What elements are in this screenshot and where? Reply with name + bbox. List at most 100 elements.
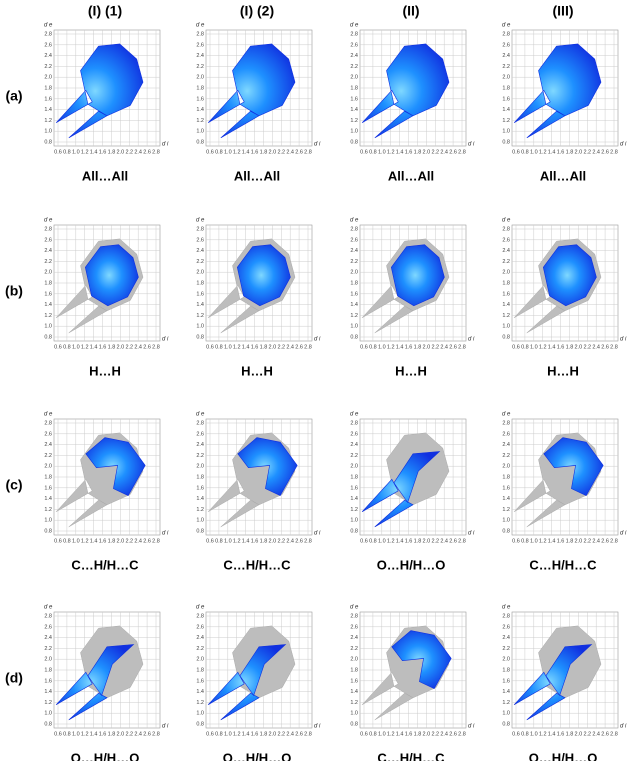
x-tick-label: 1.4 bbox=[396, 344, 404, 350]
x-tick-label: 0.6 bbox=[206, 538, 214, 544]
x-tick-label: 2.6 bbox=[295, 344, 303, 350]
y-tick-label: 1.2 bbox=[350, 313, 358, 319]
y-tick-label: 2.6 bbox=[350, 237, 358, 243]
x-tick-label: 2.8 bbox=[458, 149, 466, 155]
y-tick-label: 2.2 bbox=[196, 64, 204, 70]
x-tick-label: 1.2 bbox=[539, 149, 547, 155]
x-tick-label: 1.4 bbox=[242, 344, 250, 350]
x-tick-label: 1.0 bbox=[72, 538, 80, 544]
y-tick-label: 1.8 bbox=[196, 474, 204, 480]
x-tick-label: 0.6 bbox=[54, 731, 62, 737]
y-tick-label: 1.8 bbox=[44, 280, 52, 286]
y-tick-label: 2.0 bbox=[44, 464, 52, 470]
x-tick-label: 2.2 bbox=[583, 149, 591, 155]
x-tick-label: 1.8 bbox=[566, 538, 574, 544]
y-tick-label: 1.0 bbox=[502, 129, 510, 135]
x-tick-label: 2.4 bbox=[440, 538, 448, 544]
y-tick-label: 2.0 bbox=[44, 657, 52, 663]
x-tick-label: 0.8 bbox=[521, 149, 529, 155]
x-tick-label: 1.0 bbox=[378, 731, 386, 737]
y-tick-label: 2.8 bbox=[350, 613, 358, 619]
x-tick-label: 2.8 bbox=[458, 344, 466, 350]
fingerprint-contact bbox=[237, 437, 298, 496]
y-tick-label: 1.4 bbox=[196, 689, 204, 695]
y-tick-label: 2.0 bbox=[196, 657, 204, 663]
axis-label: d i bbox=[468, 337, 475, 343]
y-tick-label: 0.8 bbox=[196, 721, 204, 727]
y-tick-label: 2.6 bbox=[350, 624, 358, 630]
x-tick-label: 2.4 bbox=[286, 344, 294, 350]
x-tick-label: 1.2 bbox=[233, 538, 241, 544]
x-tick-label: 2.2 bbox=[125, 344, 133, 350]
x-tick-label: 2.6 bbox=[295, 149, 303, 155]
y-tick-label: 1.6 bbox=[502, 291, 510, 297]
y-tick-label: 1.6 bbox=[502, 485, 510, 491]
y-tick-label: 2.4 bbox=[350, 53, 358, 59]
x-tick-label: 0.8 bbox=[369, 344, 377, 350]
x-tick-label: 1.6 bbox=[251, 538, 259, 544]
x-tick-label: 1.4 bbox=[242, 731, 250, 737]
x-tick-label: 1.6 bbox=[405, 344, 413, 350]
x-tick-label: 1.2 bbox=[81, 538, 89, 544]
y-tick-label: 2.2 bbox=[502, 64, 510, 70]
y-tick-label: 1.2 bbox=[502, 700, 510, 706]
x-tick-label: 2.4 bbox=[134, 538, 142, 544]
x-tick-label: 0.8 bbox=[63, 344, 71, 350]
y-tick-label: 2.6 bbox=[350, 42, 358, 48]
y-tick-label: 0.8 bbox=[44, 721, 52, 727]
axis-label: d e bbox=[350, 605, 359, 611]
x-tick-label: 2.8 bbox=[152, 731, 160, 737]
y-tick-label: 0.8 bbox=[196, 528, 204, 534]
y-tick-label: 2.4 bbox=[502, 635, 510, 641]
y-tick-label: 1.6 bbox=[196, 678, 204, 684]
x-tick-label: 1.0 bbox=[224, 344, 232, 350]
y-tick-label: 1.8 bbox=[196, 667, 204, 673]
y-tick-label: 2.4 bbox=[44, 442, 52, 448]
y-tick-label: 2.4 bbox=[44, 248, 52, 254]
y-tick-label: 1.6 bbox=[350, 485, 358, 491]
panel-caption: C…H/H…C bbox=[71, 557, 139, 572]
x-tick-label: 1.0 bbox=[530, 149, 538, 155]
y-tick-label: 1.2 bbox=[44, 313, 52, 319]
axis-label: d e bbox=[502, 605, 511, 611]
x-tick-label: 2.0 bbox=[575, 149, 583, 155]
y-tick-label: 0.8 bbox=[502, 139, 510, 145]
y-tick-label: 1.8 bbox=[196, 85, 204, 91]
y-tick-label: 1.2 bbox=[196, 313, 204, 319]
x-tick-label: 1.8 bbox=[414, 149, 422, 155]
y-tick-label: 2.0 bbox=[350, 464, 358, 470]
y-tick-label: 2.4 bbox=[502, 442, 510, 448]
y-tick-label: 1.8 bbox=[350, 85, 358, 91]
x-tick-label: 2.2 bbox=[431, 149, 439, 155]
x-tick-label: 2.2 bbox=[431, 344, 439, 350]
x-tick-label: 2.8 bbox=[304, 731, 312, 737]
x-tick-label: 1.0 bbox=[378, 538, 386, 544]
axis-label: d i bbox=[162, 337, 169, 343]
x-tick-label: 1.4 bbox=[548, 149, 556, 155]
x-tick-label: 1.6 bbox=[99, 344, 107, 350]
x-tick-label: 1.0 bbox=[224, 731, 232, 737]
y-tick-label: 2.4 bbox=[44, 635, 52, 641]
y-tick-label: 2.8 bbox=[502, 613, 510, 619]
y-tick-label: 2.6 bbox=[502, 624, 510, 630]
y-tick-label: 2.4 bbox=[196, 53, 204, 59]
y-tick-label: 1.8 bbox=[502, 667, 510, 673]
y-tick-label: 1.0 bbox=[44, 711, 52, 717]
y-tick-label: 1.4 bbox=[350, 689, 358, 695]
y-tick-label: 2.0 bbox=[502, 270, 510, 276]
x-tick-label: 2.2 bbox=[431, 538, 439, 544]
x-tick-label: 1.8 bbox=[108, 149, 116, 155]
y-tick-label: 1.4 bbox=[350, 302, 358, 308]
row-label: (c) bbox=[5, 477, 22, 493]
x-tick-label: 2.6 bbox=[295, 731, 303, 737]
y-tick-label: 1.6 bbox=[196, 485, 204, 491]
x-tick-label: 1.8 bbox=[414, 344, 422, 350]
y-tick-label: 2.8 bbox=[502, 31, 510, 37]
x-tick-label: 2.8 bbox=[610, 731, 618, 737]
y-tick-label: 2.2 bbox=[196, 259, 204, 265]
y-tick-label: 2.6 bbox=[196, 42, 204, 48]
x-tick-label: 2.4 bbox=[134, 149, 142, 155]
x-tick-label: 0.6 bbox=[54, 149, 62, 155]
y-tick-label: 2.6 bbox=[350, 431, 358, 437]
